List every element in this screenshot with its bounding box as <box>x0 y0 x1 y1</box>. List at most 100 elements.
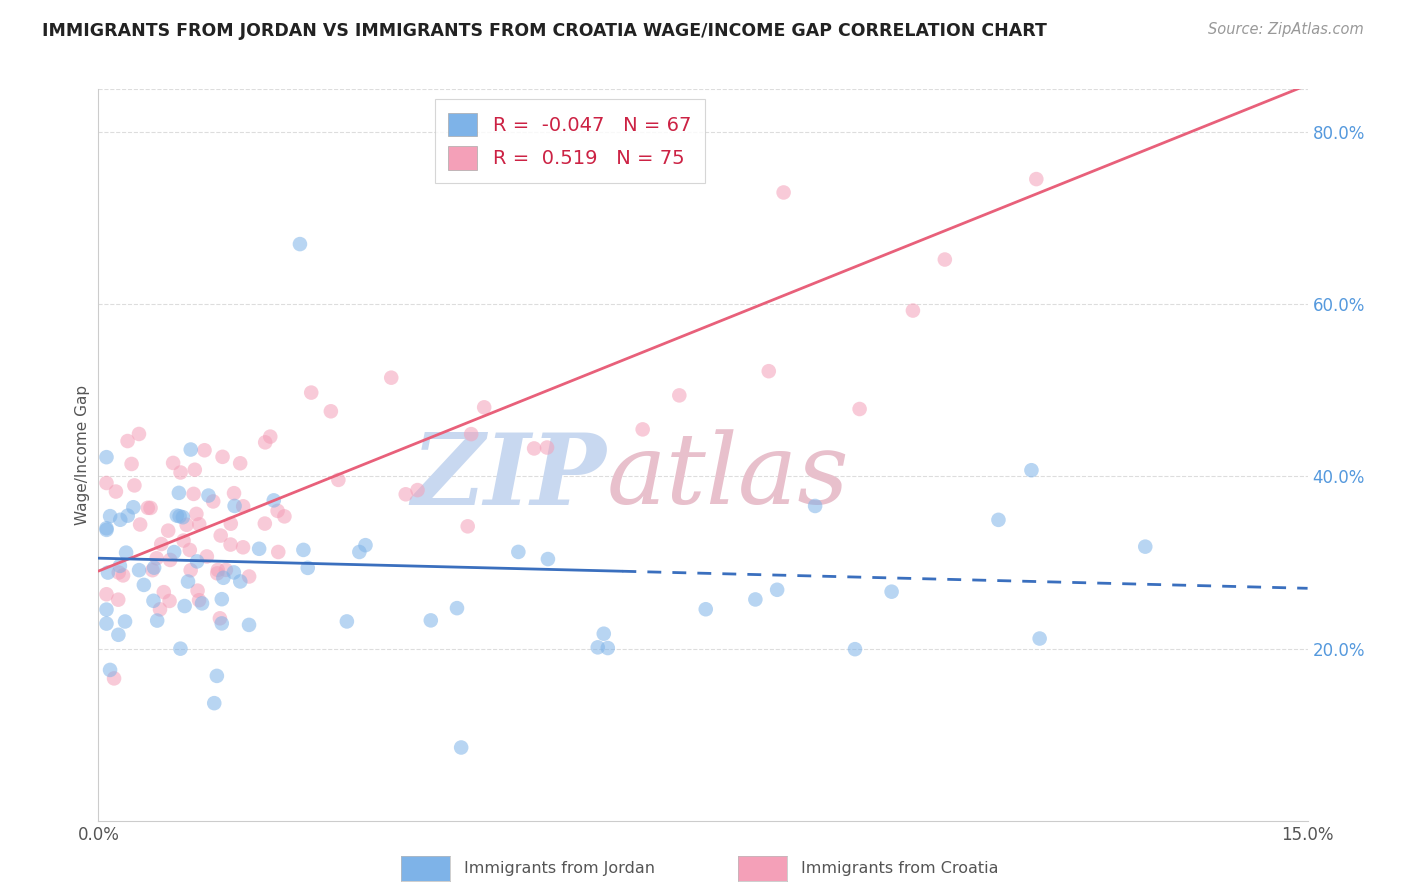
Y-axis label: Wage/Income Gap: Wage/Income Gap <box>75 384 90 525</box>
Point <box>1025 172 1047 186</box>
Point <box>219 516 242 531</box>
Point <box>96 523 118 537</box>
Text: Immigrants from Jordan: Immigrants from Jordan <box>464 862 655 876</box>
Point <box>169 466 191 480</box>
Point <box>195 549 218 564</box>
Point <box>184 463 207 477</box>
Point <box>266 504 288 518</box>
Point <box>117 508 139 523</box>
Point <box>766 582 789 597</box>
Point <box>1028 632 1050 646</box>
Point <box>142 594 165 608</box>
Point <box>844 642 866 657</box>
Point <box>96 587 118 601</box>
Point <box>668 388 690 402</box>
Point <box>457 519 479 533</box>
Point <box>103 672 125 686</box>
Point <box>139 500 162 515</box>
Point <box>537 552 560 566</box>
Point <box>149 602 172 616</box>
Point <box>97 566 120 580</box>
Point <box>592 626 614 640</box>
Point <box>186 554 208 568</box>
Point <box>122 500 145 515</box>
Point <box>207 566 229 581</box>
Point <box>136 500 159 515</box>
Point <box>104 484 127 499</box>
Point <box>173 533 195 548</box>
Point <box>202 494 225 508</box>
Point <box>166 508 188 523</box>
Point <box>536 441 558 455</box>
Point <box>173 599 195 613</box>
Point <box>176 517 198 532</box>
Point <box>211 616 233 631</box>
Point <box>934 252 956 267</box>
Point <box>406 483 429 497</box>
Point <box>96 450 118 465</box>
Point <box>380 370 402 384</box>
Point <box>186 507 208 521</box>
Point <box>114 615 136 629</box>
Point <box>744 592 766 607</box>
Point <box>232 541 254 555</box>
Point <box>336 615 359 629</box>
Point <box>523 442 546 456</box>
Point <box>297 561 319 575</box>
Point <box>179 543 201 558</box>
Point <box>848 402 870 417</box>
Text: Immigrants from Croatia: Immigrants from Croatia <box>801 862 998 876</box>
Point <box>172 510 194 524</box>
Point <box>115 546 138 560</box>
Point <box>183 487 205 501</box>
Point <box>169 509 191 524</box>
Point <box>209 528 232 542</box>
Point <box>153 585 176 599</box>
Point <box>128 427 150 442</box>
Point <box>215 563 238 577</box>
Point <box>212 571 235 585</box>
Point <box>419 613 441 627</box>
Point <box>143 560 166 574</box>
Point <box>157 524 180 538</box>
Point <box>188 593 211 607</box>
Point <box>188 517 211 532</box>
Point <box>319 404 342 418</box>
Point <box>202 696 225 710</box>
Point <box>117 434 139 448</box>
Point <box>247 541 270 556</box>
Point <box>205 669 228 683</box>
Point <box>349 545 371 559</box>
Point <box>132 578 155 592</box>
Point <box>169 641 191 656</box>
Point <box>229 456 252 470</box>
Point <box>229 574 252 589</box>
Point <box>631 422 654 436</box>
Point <box>238 618 260 632</box>
Point <box>96 616 118 631</box>
Point <box>107 566 129 580</box>
Point <box>804 499 827 513</box>
Text: ZIP: ZIP <box>412 429 606 525</box>
Point <box>586 640 609 655</box>
Point <box>191 596 214 610</box>
Point <box>1021 463 1043 477</box>
Point <box>207 563 229 577</box>
Point <box>758 364 780 378</box>
Point <box>1135 540 1157 554</box>
Point <box>328 473 350 487</box>
Point <box>162 456 184 470</box>
Point <box>263 493 285 508</box>
Legend: R =  -0.047   N = 67, R =  0.519   N = 75: R = -0.047 N = 67, R = 0.519 N = 75 <box>434 99 704 184</box>
Point <box>508 545 530 559</box>
Point <box>177 574 200 589</box>
Point <box>197 489 219 503</box>
Text: Source: ZipAtlas.com: Source: ZipAtlas.com <box>1208 22 1364 37</box>
Point <box>96 602 118 616</box>
Point <box>254 435 277 450</box>
Text: IMMIGRANTS FROM JORDAN VS IMMIGRANTS FROM CROATIA WAGE/INCOME GAP CORRELATION CH: IMMIGRANTS FROM JORDAN VS IMMIGRANTS FRO… <box>42 22 1047 40</box>
Point <box>211 450 233 464</box>
Point <box>180 442 202 457</box>
Point <box>211 592 233 607</box>
Point <box>150 537 173 551</box>
